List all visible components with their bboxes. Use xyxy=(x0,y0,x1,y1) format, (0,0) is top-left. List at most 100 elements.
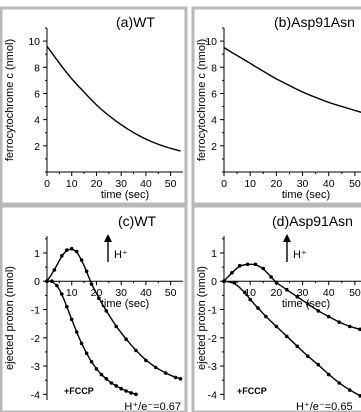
data-point xyxy=(69,317,74,322)
data-point xyxy=(285,287,289,292)
x-tick-label: 30 xyxy=(297,287,309,299)
data-point xyxy=(358,327,361,332)
data-point xyxy=(347,388,352,392)
x-tick-label: 20 xyxy=(91,178,103,190)
data-point xyxy=(45,279,49,284)
y-tick-label: 6 xyxy=(34,88,40,100)
data-point xyxy=(347,324,352,329)
data-point xyxy=(261,266,266,271)
data-point xyxy=(326,372,331,377)
x-tick-label: 10 xyxy=(66,287,78,299)
data-point xyxy=(55,283,59,288)
x-tick-label: 50 xyxy=(165,287,177,299)
x-tick-label: 30 xyxy=(297,178,309,190)
data-point xyxy=(114,324,118,329)
x-tick-label: 20 xyxy=(271,287,283,299)
y-tick-label: 1 xyxy=(34,248,40,260)
data-point xyxy=(89,282,94,286)
y-tick-label: -2 xyxy=(31,333,40,345)
y-tick-label: 4 xyxy=(34,115,40,127)
x-tick-label: 30 xyxy=(115,178,127,190)
series-line xyxy=(47,280,137,395)
data-point xyxy=(104,377,109,381)
data-point xyxy=(154,365,158,370)
data-point xyxy=(94,367,99,371)
x-axis-title: time (sec) xyxy=(282,298,330,310)
data-point xyxy=(97,296,101,301)
data-point xyxy=(245,262,250,267)
y-tick-label: 10 xyxy=(205,36,217,48)
data-point xyxy=(69,246,74,251)
y-tick-label: 2 xyxy=(34,141,40,153)
data-point xyxy=(326,314,331,319)
data-point xyxy=(316,362,321,367)
x-tick-label: 40 xyxy=(140,178,152,190)
x-tick-label: 40 xyxy=(323,178,335,190)
x-tick-label: 10 xyxy=(66,178,78,190)
data-point xyxy=(295,295,300,299)
x-tick-label: 40 xyxy=(140,287,152,299)
data-point xyxy=(274,324,279,329)
y-tick-label: 8 xyxy=(211,62,217,74)
data-point xyxy=(237,263,242,268)
y-tick-label: 0 xyxy=(211,276,217,288)
data-point xyxy=(89,360,94,364)
y-tick-label: 10 xyxy=(28,36,40,48)
panel-b: 2 4 6 8 10 0 10 20 30 40 50 time (sec) ferrocytochro… xyxy=(191,6,361,206)
data-point xyxy=(253,262,258,267)
data-point xyxy=(74,330,79,334)
y-axis-title: ejected proton (nmol) xyxy=(4,266,16,370)
x-tick-label: 10 xyxy=(244,178,256,190)
data-point xyxy=(269,275,273,279)
y-tick-label: -3 xyxy=(208,361,217,373)
y-tick-label: 1 xyxy=(211,248,217,260)
data-point xyxy=(222,279,226,284)
data-point xyxy=(119,386,123,391)
y-axis-title: ferrocytochrome c (nmol) xyxy=(196,39,208,161)
y-tick-label: 2 xyxy=(211,141,217,153)
y-tick-label: -2 xyxy=(208,333,217,345)
data-point xyxy=(99,372,104,377)
data-point xyxy=(129,391,133,395)
x-tick-label: 0 xyxy=(221,178,227,190)
series-line xyxy=(46,45,181,152)
data-point xyxy=(163,371,168,375)
data-point xyxy=(256,306,260,310)
y-tick-label: 0 xyxy=(34,276,40,288)
fccp-label: +FCCP xyxy=(64,386,94,396)
panel-label: (a)WT xyxy=(116,14,155,30)
data-point xyxy=(114,384,118,388)
y-tick-label: -1 xyxy=(31,305,40,317)
data-point xyxy=(274,280,279,285)
panel-frame xyxy=(0,6,188,206)
data-point xyxy=(104,309,109,313)
panel-label: (b)Asp91Asn xyxy=(274,14,355,30)
data-point xyxy=(295,344,300,349)
data-point xyxy=(84,351,89,356)
y-tick-label: -4 xyxy=(208,389,217,401)
data-point xyxy=(285,334,289,339)
data-point xyxy=(124,337,128,342)
h-per-e-ratio: H⁺/e⁻=0.67 xyxy=(124,401,181,412)
data-point xyxy=(248,297,252,302)
series-line xyxy=(46,248,181,380)
x-tick-label: 50 xyxy=(165,178,177,190)
y-tick-label: 8 xyxy=(34,62,40,74)
y-axis-title: ferrocytochrome c (nmol) xyxy=(4,39,16,161)
series-line xyxy=(223,47,361,113)
panel-a: 2 4 6 8 10 0 10 20 30 40 50 time (sec) ferrocytochro… xyxy=(0,6,188,206)
data-point xyxy=(60,254,64,258)
data-point xyxy=(232,280,237,285)
data-point xyxy=(358,394,361,398)
y-axis-title: ejected proton (nmol) xyxy=(196,266,208,370)
y-tick-label: -3 xyxy=(31,361,40,373)
x-axis-title: time (sec) xyxy=(101,298,149,310)
data-point xyxy=(134,392,138,397)
y-tick-label: -4 xyxy=(31,389,40,401)
x-tick-label: 20 xyxy=(271,178,283,190)
data-point xyxy=(65,248,69,252)
data-point xyxy=(243,290,247,295)
x-axis-title: time (sec) xyxy=(101,189,149,201)
